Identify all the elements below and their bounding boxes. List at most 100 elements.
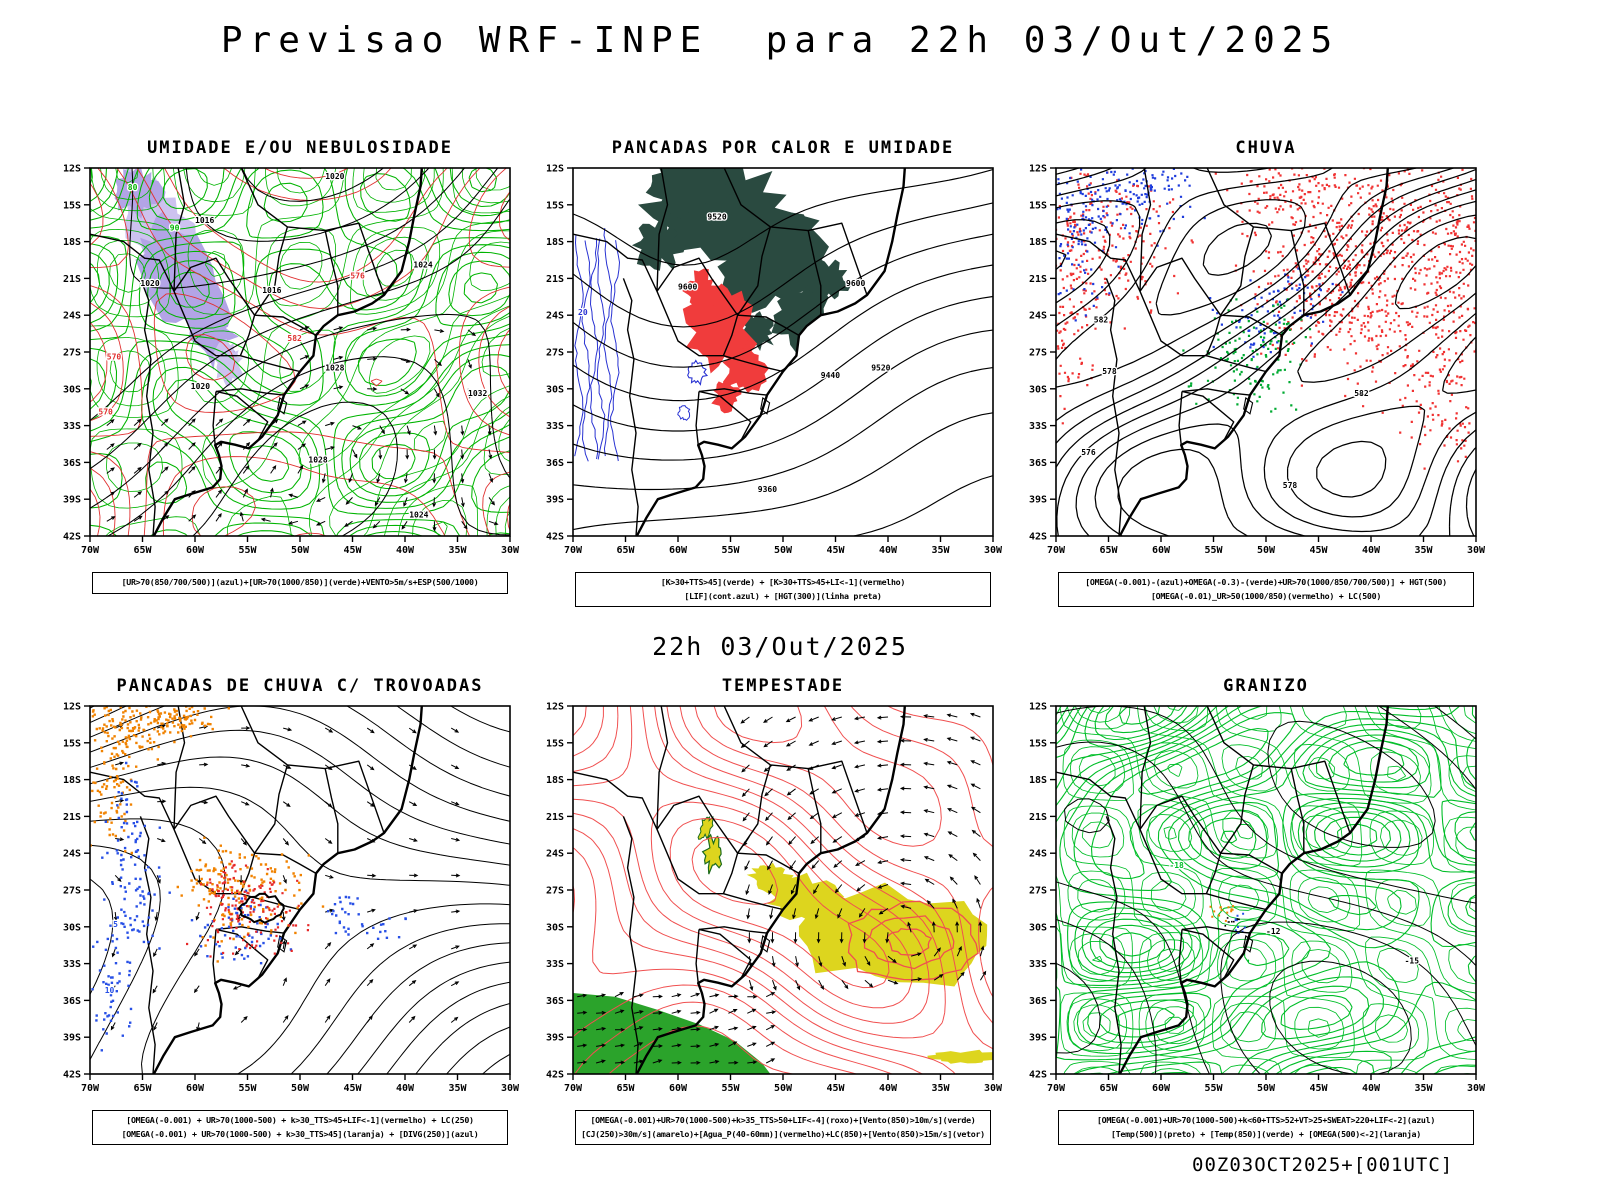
svg-text:33S: 33S — [546, 421, 564, 432]
svg-text:33S: 33S — [1029, 421, 1047, 432]
svg-text:1016: 1016 — [195, 216, 214, 225]
svg-text:30W: 30W — [501, 1083, 520, 1094]
svg-text:576: 576 — [1081, 448, 1096, 457]
caption-box-umidade: [UR>70(850/700/500)](azul)+[UR>70(1000/8… — [92, 572, 508, 594]
svg-text:12S: 12S — [1029, 702, 1047, 713]
svg-text:30W: 30W — [984, 545, 1003, 556]
svg-text:55W: 55W — [721, 1083, 740, 1094]
svg-text:50W: 50W — [774, 545, 793, 556]
map-chuva: 582 578 582 578 576 12S 15S 18S 21S 24S 27S 30S 33S 3… — [1006, 162, 1491, 574]
svg-text:42S: 42S — [63, 532, 81, 543]
svg-text:15S: 15S — [546, 200, 564, 211]
svg-text:65W: 65W — [616, 545, 635, 556]
panel-title-pancadas-calor: PANCADAS POR CALOR E UMIDADE — [611, 138, 955, 158]
svg-text:27S: 27S — [546, 886, 564, 897]
panel-title-chuva: CHUVA — [1235, 138, 1297, 158]
svg-text:18S: 18S — [546, 775, 564, 786]
svg-text:-15: -15 — [1405, 957, 1420, 966]
svg-text:582: 582 — [1094, 316, 1109, 325]
svg-text:24S: 24S — [63, 849, 81, 860]
svg-text:570: 570 — [107, 352, 122, 361]
svg-text:1024: 1024 — [409, 511, 428, 520]
svg-text:36S: 36S — [1029, 458, 1047, 469]
svg-text:50W: 50W — [774, 1083, 793, 1094]
caption-box-trovoadas: [OMEGA(-0.001) + UR>70(1000-500) + k>30_… — [92, 1110, 508, 1146]
svg-text:70W: 70W — [81, 1083, 100, 1094]
caption-box-chuva: [OMEGA(-0.001)-(azul)+OMEGA(-0.3)-(verde… — [1058, 572, 1474, 608]
svg-text:33S: 33S — [63, 421, 81, 432]
map-content-umidade: 1016 1020 1020 1024 1016 1028 1020 1032 1028 1024… — [90, 168, 510, 536]
svg-text:1028: 1028 — [325, 363, 344, 372]
svg-text:60W: 60W — [669, 545, 688, 556]
svg-text:30W: 30W — [501, 545, 520, 556]
svg-text:70W: 70W — [81, 545, 100, 556]
svg-text:12S: 12S — [546, 702, 564, 713]
svg-text:70W: 70W — [564, 1083, 583, 1094]
caption-line: [K>30+TTS>45](verde) + [K>30+TTS>45+LI<-… — [660, 577, 906, 587]
svg-text:15S: 15S — [1029, 200, 1047, 211]
svg-text:55W: 55W — [1204, 545, 1223, 556]
svg-text:80: 80 — [128, 183, 138, 192]
svg-text:18S: 18S — [1029, 775, 1047, 786]
svg-text:65W: 65W — [133, 545, 152, 556]
svg-text:15S: 15S — [546, 738, 564, 749]
svg-text:65W: 65W — [616, 1083, 635, 1094]
caption-line: [OMEGA(-0.001)-(azul)+OMEGA(-0.3)-(verde… — [1085, 577, 1447, 587]
svg-text:-12: -12 — [1266, 927, 1281, 936]
svg-text:42S: 42S — [546, 532, 564, 543]
svg-text:21S: 21S — [63, 812, 81, 823]
svg-text:578: 578 — [1102, 367, 1117, 376]
svg-text:39S: 39S — [1029, 495, 1047, 506]
svg-text:30S: 30S — [1029, 384, 1047, 395]
svg-text:40W: 40W — [879, 1083, 898, 1094]
svg-text:70W: 70W — [1047, 1083, 1066, 1094]
svg-text:35W: 35W — [1414, 545, 1433, 556]
caption-line: [CJ(250)>30m/s](amarelo)+[Agua_P(40-60mm… — [581, 1128, 985, 1139]
svg-text:9600: 9600 — [678, 282, 697, 291]
svg-text:1020: 1020 — [140, 279, 159, 288]
svg-text:60W: 60W — [1152, 1083, 1171, 1094]
svg-text:30W: 30W — [1467, 545, 1486, 556]
svg-text:42S: 42S — [63, 1070, 81, 1081]
map-trovoadas: 10 5 12S 15S 18S 21S 24S 27S 30S 33S 36S 39S 42S 70W 6… — [40, 700, 525, 1112]
svg-text:42S: 42S — [1029, 1070, 1047, 1081]
svg-text:60W: 60W — [186, 545, 205, 556]
panel-title-tempestade: TEMPESTADE — [721, 676, 845, 696]
svg-text:1016: 1016 — [262, 286, 281, 295]
map-content-tempestade — [573, 706, 993, 1074]
svg-text:15S: 15S — [63, 738, 81, 749]
svg-text:45W: 45W — [826, 545, 845, 556]
svg-text:1024: 1024 — [413, 260, 432, 269]
svg-text:50W: 50W — [291, 545, 310, 556]
svg-text:60W: 60W — [186, 1083, 205, 1094]
panel-title-umidade: UMIDADE E/OU NEBULOSIDADE — [147, 138, 453, 158]
svg-text:55W: 55W — [721, 545, 740, 556]
svg-text:35W: 35W — [1414, 1083, 1433, 1094]
map-content-trovoadas: 10 5 — [90, 706, 510, 1074]
svg-text:30S: 30S — [546, 922, 564, 933]
svg-text:50W: 50W — [1257, 1083, 1276, 1094]
svg-text:36S: 36S — [63, 996, 81, 1007]
svg-text:12S: 12S — [63, 164, 81, 175]
map-umidade: 1016 1020 1020 1024 1016 1028 1020 1032 1028 1024… — [40, 162, 525, 574]
svg-text:27S: 27S — [546, 348, 564, 359]
svg-text:60W: 60W — [1152, 545, 1171, 556]
svg-text:40W: 40W — [879, 545, 898, 556]
map-granizo: -12 -15 -18 12S 15S 18S 21S 24S 27S 30S 33S 36S 39S 4… — [1006, 700, 1491, 1112]
caption-box-tempestade: [OMEGA(-0.001)+UR>70(1000-500)+k>35_TTS>… — [575, 1110, 991, 1146]
svg-text:55W: 55W — [238, 1083, 257, 1094]
svg-text:21S: 21S — [546, 274, 564, 285]
svg-text:35W: 35W — [931, 545, 950, 556]
svg-text:30S: 30S — [1029, 922, 1047, 933]
svg-text:40W: 40W — [1362, 1083, 1381, 1094]
svg-text:1020: 1020 — [325, 172, 344, 181]
caption-line: [OMEGA(-0.01)_UR>50(1000/850)(vermelho) … — [1150, 590, 1382, 601]
map-svg-chuva: 582 578 582 578 576 12S 15S 18S 21S 24S 27S 30S 33S 3… — [1029, 164, 1486, 557]
caption-line: [OMEGA(-0.001) + UR>70(1000-500) + k>30_… — [126, 1115, 474, 1125]
svg-text:12S: 12S — [1029, 164, 1047, 175]
svg-text:36S: 36S — [546, 458, 564, 469]
svg-text:1028: 1028 — [308, 455, 327, 464]
